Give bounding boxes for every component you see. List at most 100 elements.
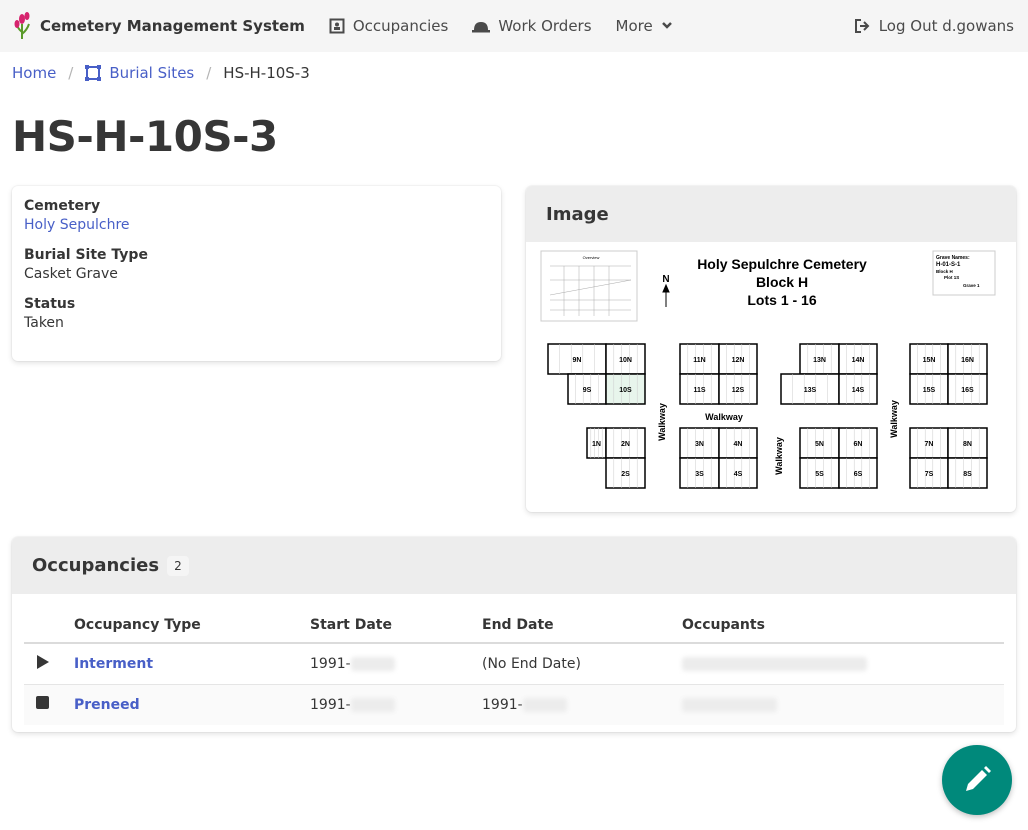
walkway-label: Walkway [657,403,667,441]
occupancy-icon [329,18,345,34]
nav-occupancies[interactable]: Occupancies [329,17,449,35]
page-title: HS-H-10S-3 [12,112,278,161]
lot-4N[interactable] [718,427,758,459]
logout-label: Log Out d.gowans [878,17,1014,35]
lot-label: 5S [815,471,824,478]
lot-label: 4S [734,471,743,478]
redacted-date [522,697,567,712]
lot-3S[interactable] [679,457,720,489]
logout-link[interactable]: Log Out d.gowans [854,17,1014,35]
lot-15S[interactable] [909,373,949,405]
nav-work-orders[interactable]: Work Orders [472,17,592,35]
breadcrumb-separator: / [206,64,212,82]
lot-6N[interactable] [838,427,878,459]
legend-box [932,250,996,296]
lot-label: 11N [693,357,705,364]
lot-label: 14S [852,387,865,394]
status-value: Taken [24,315,64,331]
nav-more-label: More [615,17,653,35]
cemetery-link[interactable]: Holy Sepulchre [24,217,130,233]
breadcrumb: Home / Burial Sites / HS-H-10S-3 [12,64,310,82]
edit-button[interactable] [942,745,1012,815]
lot-8N[interactable] [947,427,988,459]
chevron-down-icon [661,22,672,29]
lot-10S[interactable] [605,373,646,405]
lot-7N[interactable] [909,427,949,459]
lot-2S[interactable] [605,457,646,489]
cemetery-map-image[interactable]: Overview Holy Sepulchre Cemetery Block H… [526,242,1016,512]
navbar: Cemetery Management System Occupancies W… [0,0,1028,52]
lot-10N[interactable] [605,343,646,375]
lot-13S[interactable] [780,373,840,405]
end-date: (No End Date) [482,643,682,685]
lot-label: 9N [573,357,582,364]
lot-label: 2S [621,471,630,478]
walkway-label: Walkway [774,437,784,475]
redacted-occupants [682,697,777,712]
lot-12N[interactable] [718,343,758,375]
occupancies-count-badge: 2 [167,555,189,576]
lot-label: 3S [695,471,704,478]
overview-grid [549,265,632,316]
lot-label: 7N [925,441,934,448]
lot-label: 4N [734,441,743,448]
map-title-line1: Holy Sepulchre Cemetery [697,256,867,272]
walkway-label: Walkway [889,400,899,438]
overview-thumbnail [540,250,638,322]
pencil-icon [966,766,991,791]
lot-4S[interactable] [718,457,758,489]
lot-label: 3N [695,441,704,448]
redacted-date [350,697,395,712]
lot-16S[interactable] [947,373,988,405]
lot-label: 6S [854,471,863,478]
lot-13N[interactable] [799,343,840,375]
overview-label: Overview [583,255,600,260]
lot-6S[interactable] [838,457,878,489]
lot-label: 8S [963,471,972,478]
lot-label: 15S [923,387,936,394]
legend-line: Grave Names: [936,255,970,261]
status-label: Status [24,296,76,312]
lot-label: 13N [813,357,826,364]
image-card-header: Image [526,186,1016,242]
lot-label: 9S [583,387,592,394]
nav-work-orders-label: Work Orders [498,17,592,35]
legend-line: Plot 1S [944,275,959,280]
lot-8S[interactable] [947,457,988,489]
breadcrumb-home[interactable]: Home [12,64,57,82]
burial-site-type-label: Burial Site Type [24,247,148,263]
start-date: 1991- [310,655,351,672]
lot-label: 7S [925,471,934,478]
nav-more-dropdown[interactable]: More [616,17,673,35]
stop-icon [36,695,49,709]
cemetery-label: Cemetery [24,198,101,214]
details-card: Cemetery Holy Sepulchre Burial Site Type… [12,186,501,361]
lot-label: 2N [621,441,630,448]
lot-label: 5N [815,441,824,448]
nav-occupancies-label: Occupancies [352,17,449,35]
brand-link[interactable]: Cemetery Management System [14,12,305,40]
image-card: Image Overview Holy Sepulchre Cemetery B… [526,186,1016,512]
lot-12S[interactable] [718,373,758,405]
burial-site-icon [85,65,102,81]
lot-14S[interactable] [838,373,878,405]
occupancy-type-link[interactable]: Interment [74,655,154,672]
north-arrow-icon [662,283,670,307]
breadcrumb-burial-sites-label: Burial Sites [109,64,195,82]
lot-label: 8N [963,441,972,448]
occupancies-title: Occupancies [32,555,160,576]
start-date: 1991- [310,696,351,713]
column-header-end: End Date [482,607,682,644]
walkway-label: Walkway [705,412,743,422]
map-title-line3: Lots 1 - 16 [747,292,816,308]
lot-14N[interactable] [838,343,878,375]
lot-label: 15N [923,357,936,364]
lot-11S[interactable] [679,373,720,405]
tulip-logo-icon [14,12,30,39]
lot-label: 10N [619,357,632,364]
icon-column-header [24,607,74,644]
lot-label: 13S [804,387,817,394]
occupancy-type-link[interactable]: Preneed [74,696,140,713]
lot-3N[interactable] [679,427,720,459]
breadcrumb-burial-sites[interactable]: Burial Sites [85,64,194,82]
